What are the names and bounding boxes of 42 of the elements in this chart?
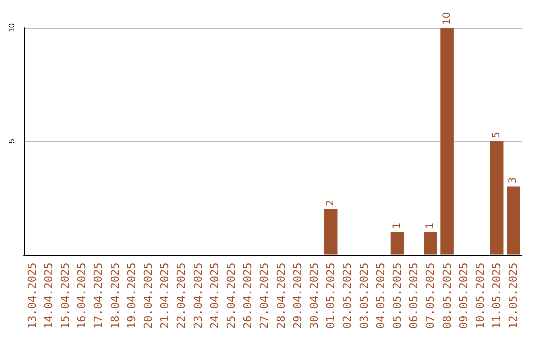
x-tick-label: 01.05.2025	[324, 262, 338, 330]
x-tick-label: 17.04.2025	[92, 262, 106, 330]
x-tick-label: 22.04.2025	[175, 262, 188, 330]
data-label: 1	[392, 222, 403, 230]
x-tick-label: 27.04.2025	[258, 262, 272, 330]
x-tick-label: 11.05.2025	[490, 262, 504, 330]
x-tick-label: 25.04.2025	[225, 262, 238, 330]
x-tick-label: 08.05.2025	[440, 262, 454, 330]
x-tick-label: 26.04.2025	[242, 262, 255, 330]
x-tick-label: 03.05.2025	[358, 262, 371, 330]
bar	[507, 186, 520, 255]
data-label: 1	[425, 222, 436, 230]
x-tick-label: 10.05.2025	[474, 262, 487, 330]
x-tick-label: 23.04.2025	[192, 262, 205, 330]
x-tick-label: 13.04.2025	[26, 262, 39, 330]
x-tick-label: 29.04.2025	[291, 262, 304, 330]
x-tick-label: 28.04.2025	[274, 262, 288, 330]
x-tick-label: 04.05.2025	[374, 262, 388, 330]
x-tick-label: 24.04.2025	[208, 262, 222, 330]
bar	[324, 209, 338, 255]
x-tick-label: 05.05.2025	[391, 262, 404, 330]
x-tick-label: 15.04.2025	[59, 262, 72, 330]
x-tick-label: 14.04.2025	[42, 262, 56, 330]
x-tick-label: 06.05.2025	[408, 262, 421, 330]
bar	[490, 141, 504, 255]
bar	[390, 232, 404, 255]
bar	[424, 232, 438, 255]
data-label: 5	[492, 132, 503, 138]
x-tick-label: 07.05.2025	[424, 262, 438, 330]
x-tick-label: 18.04.2025	[108, 262, 122, 330]
x-tick-label: 16.04.2025	[76, 262, 89, 330]
x-tick-label: 19.04.2025	[125, 262, 138, 330]
x-tick-label: 12.05.2025	[507, 262, 520, 330]
x-tick-label: 02.05.2025	[341, 262, 354, 330]
x-tick-label: 21.04.2025	[158, 262, 172, 330]
x-tick-label: 20.04.2025	[142, 262, 155, 330]
x-tick-label: 09.05.2025	[457, 262, 470, 330]
data-label: 10	[442, 12, 453, 25]
data-label: 3	[508, 177, 520, 184]
bar	[440, 28, 454, 255]
x-tick-label: 30.04.2025	[308, 262, 321, 330]
data-label: 2	[326, 200, 337, 206]
